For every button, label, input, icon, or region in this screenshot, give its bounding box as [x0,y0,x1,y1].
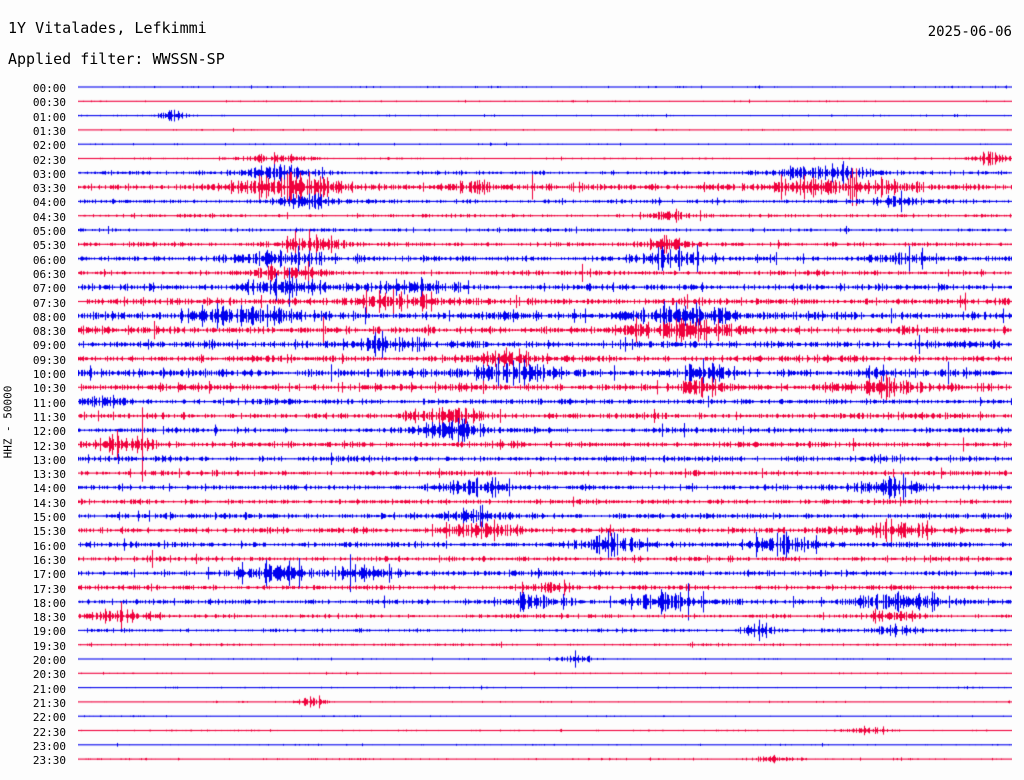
time-axis-label: 18:00 [32,597,66,610]
time-axis-label: 02:30 [32,154,66,167]
time-axis-label: 06:30 [32,268,66,281]
time-axis-label: 06:00 [32,254,66,267]
time-axis-label: 17:30 [32,583,66,596]
time-axis-label: 19:00 [32,625,66,638]
time-axis-label: 12:00 [32,425,66,438]
helicorder-plot: 00:00 00:30 01:00 01:30 02:00 02:30 03:00 03:30… [0,80,1024,780]
time-axis-label: 11:00 [32,397,66,410]
time-axis-label: 20:30 [32,668,66,681]
time-axis-label: 14:00 [32,482,66,495]
time-axis-label: 07:00 [32,282,66,295]
time-axis-label: 21:00 [32,683,66,696]
time-axis-label: 17:00 [32,568,66,581]
time-axis-label: 19:30 [32,640,66,653]
time-axis-label: 14:30 [32,497,66,510]
time-axis-label: 04:30 [32,211,66,224]
time-axis-label: 08:30 [32,325,66,338]
applied-filter-label: Applied filter: WWSSN-SP [8,50,225,68]
time-axis-label: 21:30 [32,697,66,710]
time-axis-label: 15:00 [32,511,66,524]
seismogram-traces [78,80,1012,780]
time-axis-label: 13:00 [32,454,66,467]
header: 1Y Vitalades, Lefkimmi Applied filter: W… [0,0,1024,80]
time-axis-label: 02:00 [32,139,66,152]
time-axis: 00:00 00:30 01:00 01:30 02:00 02:30 03:00 03:30… [0,80,78,780]
time-axis-label: 04:00 [32,196,66,209]
time-axis-label: 11:30 [32,411,66,424]
time-axis-label: 23:30 [32,754,66,767]
time-axis-label: 10:30 [32,382,66,395]
time-axis-label: 13:30 [32,468,66,481]
time-axis-label: 03:00 [32,168,66,181]
time-axis-label: 07:30 [32,297,66,310]
time-axis-label: 20:00 [32,654,66,667]
time-axis-label: 22:00 [32,711,66,724]
time-axis-label: 22:30 [32,726,66,739]
time-axis-label: 00:30 [32,96,66,109]
time-axis-label: 01:00 [32,111,66,124]
time-axis-label: 15:30 [32,525,66,538]
time-axis-label: 16:00 [32,540,66,553]
time-axis-label: 10:00 [32,368,66,381]
time-axis-label: 05:30 [32,239,66,252]
time-axis-label: 01:30 [32,125,66,138]
time-axis-label: 05:00 [32,225,66,238]
time-axis-label: 03:30 [32,182,66,195]
page-title: 1Y Vitalades, Lefkimmi [8,19,207,37]
time-axis-label: 23:00 [32,740,66,753]
time-axis-label: 12:30 [32,440,66,453]
time-axis-label: 09:00 [32,339,66,352]
time-axis-label: 18:30 [32,611,66,624]
time-axis-label: 16:30 [32,554,66,567]
time-axis-label: 00:00 [32,82,66,95]
record-date-label: 2025-06-06 [927,24,1012,40]
time-axis-label: 08:00 [32,311,66,324]
time-axis-label: 09:30 [32,354,66,367]
